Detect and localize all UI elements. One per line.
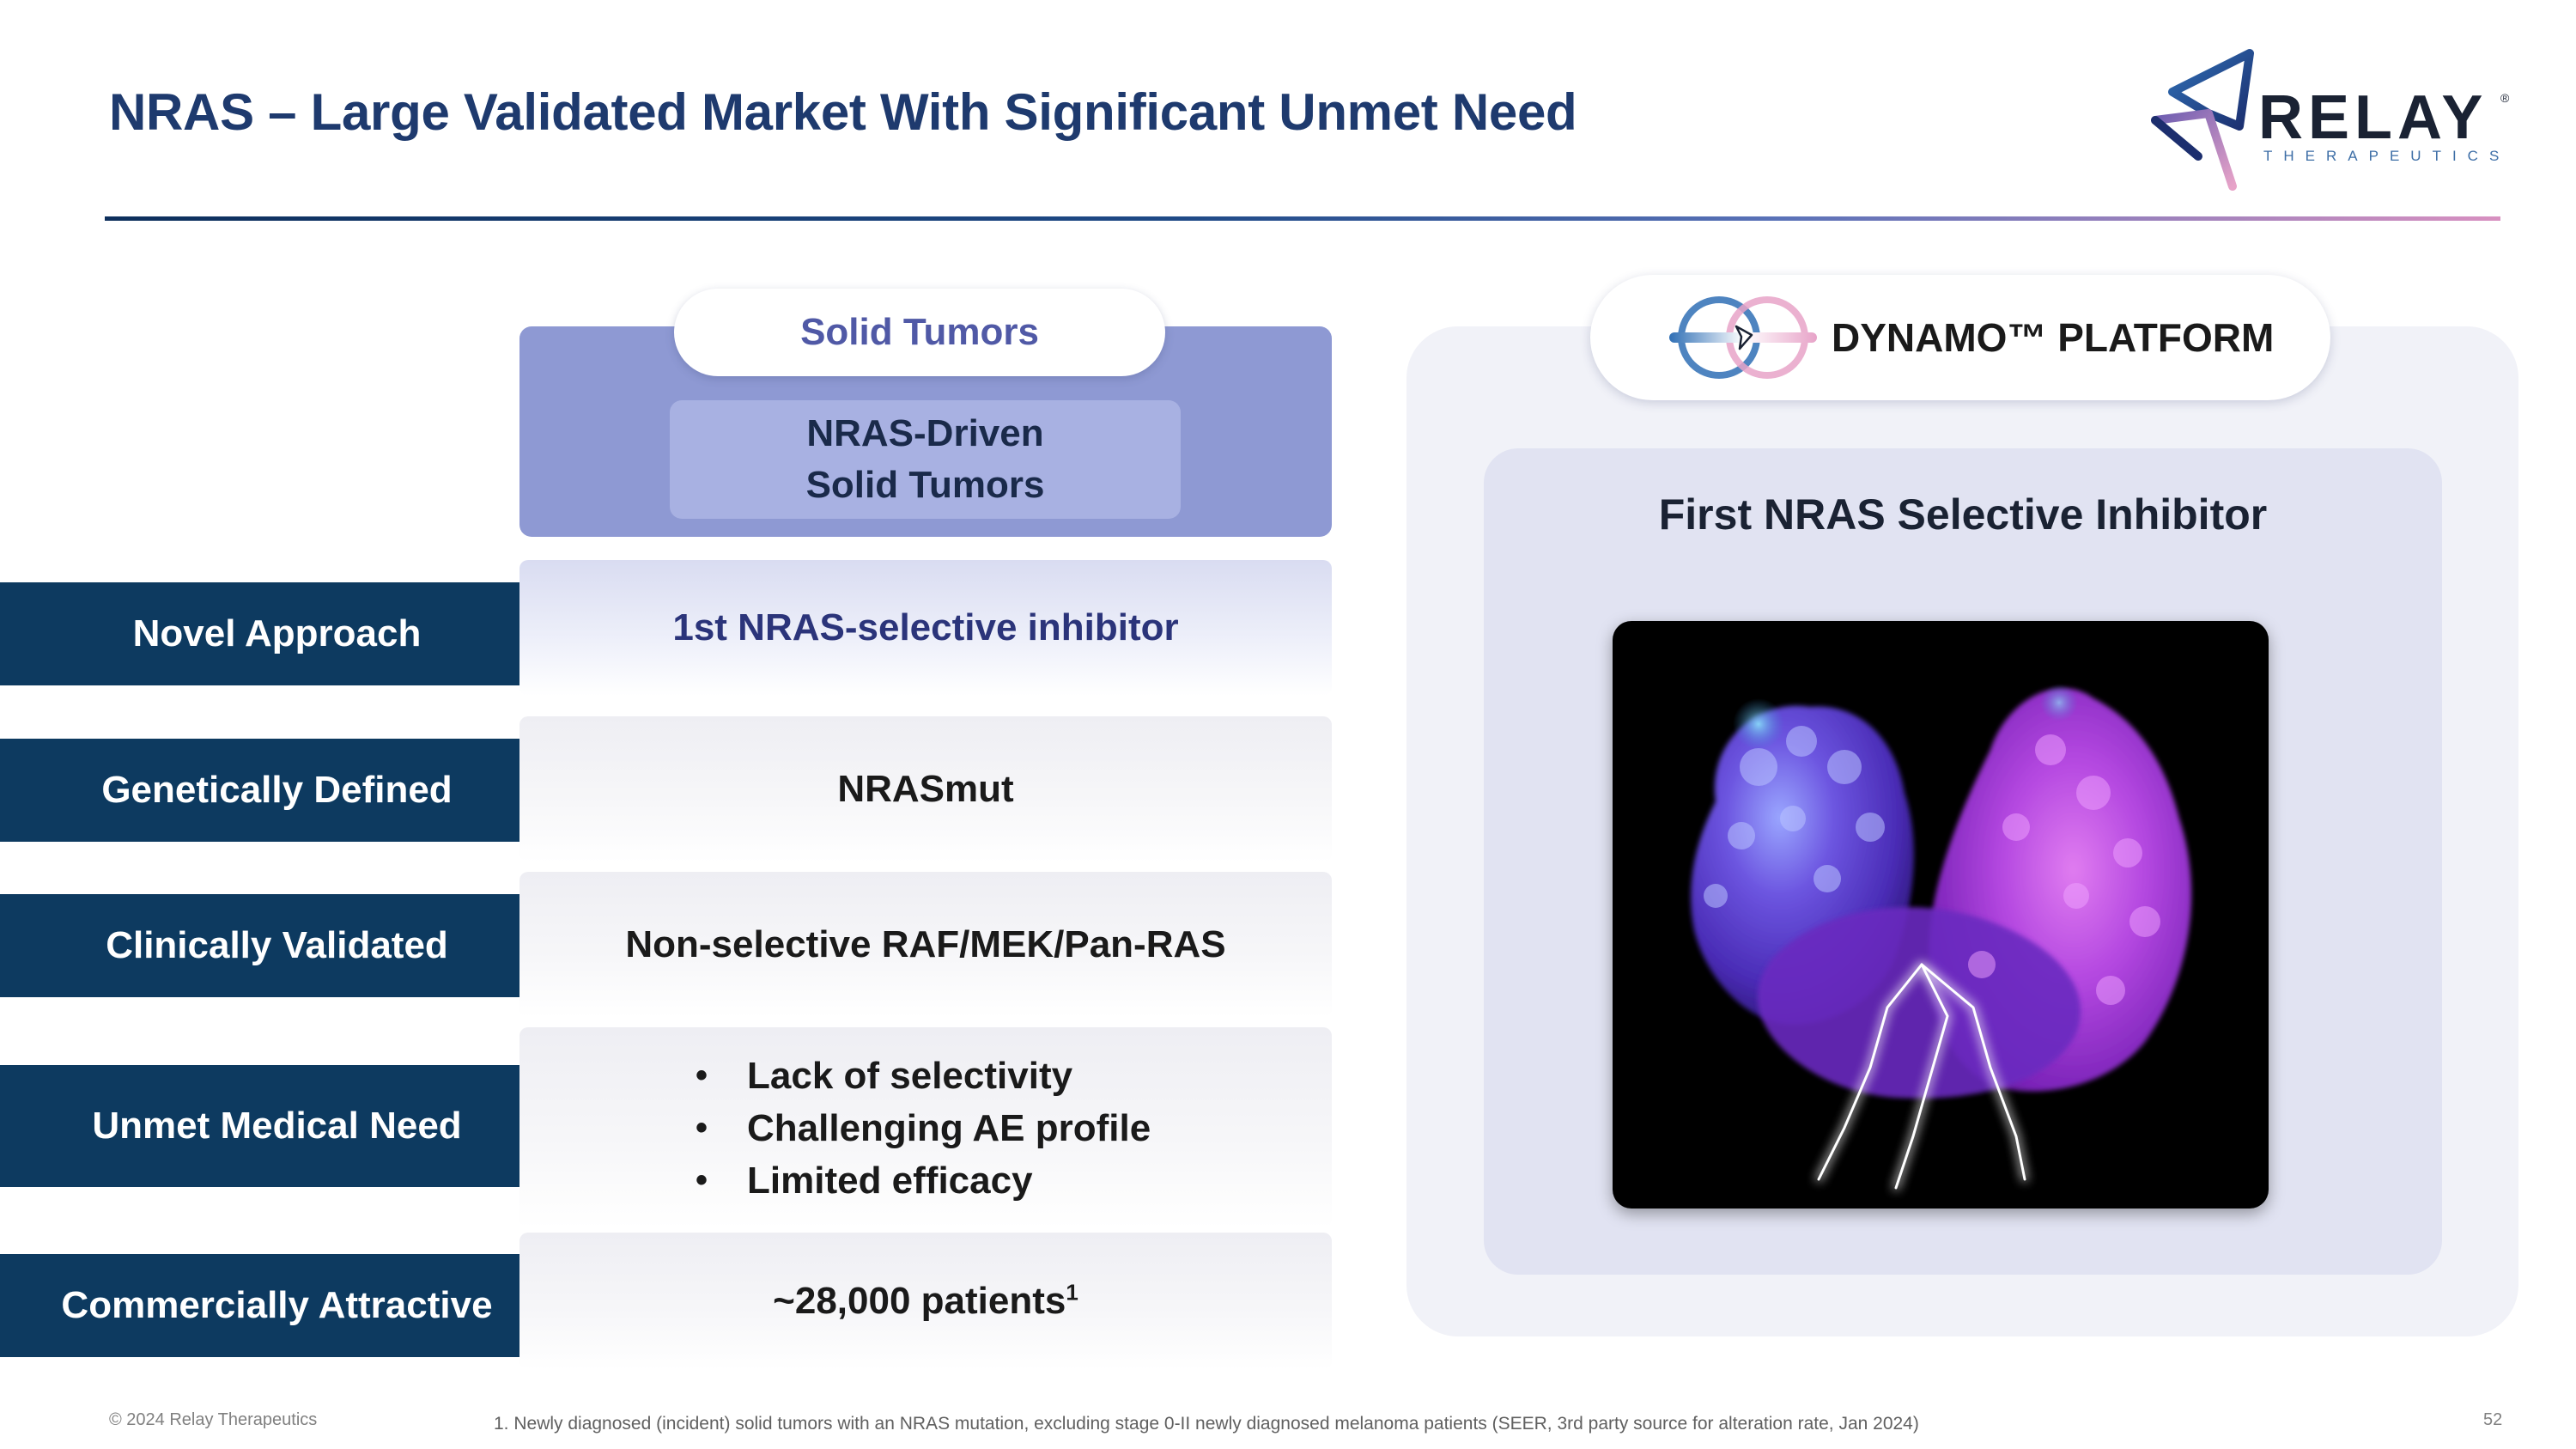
bullet-icon: • [696,1160,708,1199]
logo-subtitle: THERAPEUTICS [2263,148,2511,164]
row-value-text: NRASmut [837,768,1014,810]
row-label-clinically-validated: Clinically Validated [0,894,580,997]
list-item: • Limited efficacy [696,1154,1151,1207]
bullet-icon: • [696,1108,708,1147]
row-value-novel-approach: 1st NRAS-selective inhibitor [519,560,1332,696]
title-divider [105,216,2500,221]
nras-driven-box: NRAS-Driven Solid Tumors [670,400,1181,519]
row-value-commercially-attractive: ~28,000 patients1 [519,1233,1332,1370]
row-label-unmet-medical-need: Unmet Medical Need [0,1065,580,1187]
nras-inhibitor-heading: First NRAS Selective Inhibitor [1658,490,2268,539]
row-value-clinically-validated: Non-selective RAF/MEK/Pan-RAS [519,872,1332,1018]
list-item: • Challenging AE profile [696,1102,1151,1154]
row-label-commercially-attractive: Commercially Attractive [0,1254,580,1357]
patients-count: ~28,000 patients [773,1280,1066,1322]
row-value-text: Non-selective RAF/MEK/Pan-RAS [625,923,1226,965]
list-item-text: Challenging AE profile [747,1106,1151,1149]
list-item-text: Lack of selectivity [747,1054,1073,1097]
page-number: 52 [2483,1410,2503,1429]
copyright-notice: © 2024 Relay Therapeutics [109,1410,318,1429]
row-value-unmet-medical-need: • Lack of selectivity • Challenging AE pro… [519,1027,1332,1228]
unmet-need-bullet-list: • Lack of selectivity • Challenging AE pro… [696,1050,1151,1207]
nras-driven-line-1: NRAS-Driven [806,412,1044,454]
row-value-genetically-defined: NRASmut [519,716,1332,862]
row-value-text: ~28,000 patients1 [773,1280,1078,1323]
relay-logo-icon [2151,49,2254,191]
row-value-text: 1st NRAS-selective inhibitor [672,606,1179,648]
bullet-icon: • [696,1056,708,1094]
logo-wordmark: RELAY [2258,83,2488,152]
list-item: • Lack of selectivity [696,1050,1151,1102]
row-label-genetically-defined: Genetically Defined [0,739,580,842]
page-title: NRAS – Large Validated Market With Signi… [109,83,1577,141]
nras-driven-line-2: Solid Tumors [805,464,1045,506]
logo-registered-mark: ® [2500,91,2510,105]
protein-structure-image [1613,621,2269,1209]
footnote: 1. Newly diagnosed (incident) solid tumo… [494,1414,1919,1434]
row-label-novel-approach: Novel Approach [0,582,580,685]
solid-tumors-pill: Solid Tumors [674,289,1165,376]
dynamo-platform-label: DYNAMO™ PLATFORM [1832,315,2275,360]
footnote-marker: 1 [1066,1279,1078,1306]
dynamo-platform-icon [1669,296,1817,379]
protein-structure-graphic [1691,684,2192,1190]
list-item-text: Limited efficacy [747,1159,1033,1202]
